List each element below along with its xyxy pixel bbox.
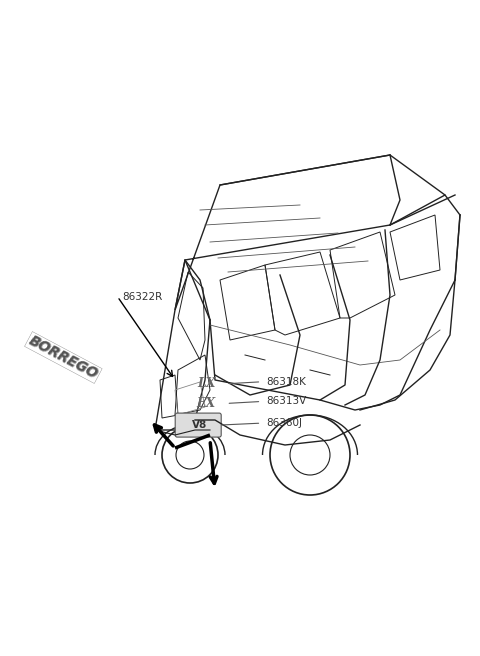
Text: 86322R: 86322R	[122, 291, 163, 302]
FancyBboxPatch shape	[175, 413, 221, 437]
Text: BORREGO: BORREGO	[26, 333, 100, 382]
Text: BORREGO: BORREGO	[26, 334, 100, 382]
Text: V8: V8	[192, 420, 207, 430]
Text: EX: EX	[197, 397, 216, 410]
Text: BORREGO: BORREGO	[27, 333, 101, 381]
Text: LX: LX	[197, 377, 216, 390]
Text: 86313V: 86313V	[266, 396, 307, 407]
Text: 86318K: 86318K	[266, 377, 306, 387]
Text: 86360J: 86360J	[266, 418, 302, 428]
